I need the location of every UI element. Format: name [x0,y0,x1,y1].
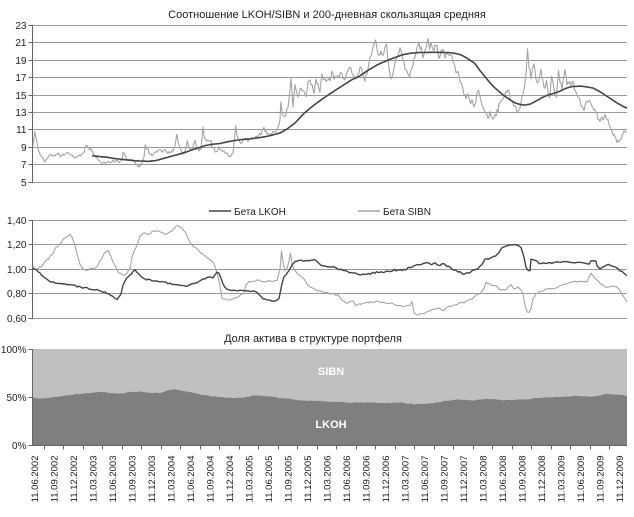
svg-text:100%: 100% [1,345,27,356]
svg-text:23: 23 [15,21,27,32]
svg-text:11.09.2009: 11.09.2009 [596,456,607,503]
svg-text:1,40: 1,40 [7,216,27,227]
svg-text:11.09.2004: 11.09.2004 [205,456,216,503]
svg-text:11.06.2006: 11.06.2006 [342,456,353,503]
svg-text:11.09.2005: 11.09.2005 [283,456,294,503]
svg-text:11.12.2004: 11.12.2004 [225,456,236,503]
svg-text:11.03.2005: 11.03.2005 [244,456,255,503]
svg-text:11.09.2006: 11.09.2006 [361,456,372,503]
svg-text:11.06.2009: 11.06.2009 [576,456,587,503]
svg-text:11.03.2003: 11.03.2003 [88,456,99,503]
svg-text:11.03.2006: 11.03.2006 [322,456,333,503]
svg-text:17: 17 [15,73,27,84]
svg-text:0,60: 0,60 [7,314,27,325]
svg-text:11.06.2004: 11.06.2004 [186,456,197,503]
svg-text:21: 21 [15,38,27,49]
svg-text:11.09.2002: 11.09.2002 [49,456,60,503]
svg-text:7: 7 [21,160,27,171]
svg-text:11.12.2002: 11.12.2002 [69,456,80,503]
svg-text:1,00: 1,00 [7,265,27,276]
svg-text:11.12.2007: 11.12.2007 [459,456,470,503]
svg-text:1,20: 1,20 [7,240,27,251]
svg-text:11.12.2009: 11.12.2009 [615,456,626,503]
svg-text:11.09.2003: 11.09.2003 [127,456,138,503]
svg-text:11.06.2002: 11.06.2002 [30,456,41,503]
svg-text:11.03.2004: 11.03.2004 [166,456,177,503]
svg-text:LKOH: LKOH [315,419,346,431]
svg-text:Соотношение LKOH/SIBN и 200-дн: Соотношение LKOH/SIBN и 200-дневная скол… [168,9,486,21]
svg-text:11.06.2005: 11.06.2005 [264,456,275,503]
svg-text:11.03.2007: 11.03.2007 [400,456,411,503]
svg-text:Доля актива в структуре портфе: Доля актива в структуре портфеля [224,333,402,345]
svg-text:5: 5 [21,178,27,189]
svg-text:11.06.2003: 11.06.2003 [108,456,119,503]
svg-text:Бета LKOH: Бета LKOH [234,207,286,218]
svg-text:0%: 0% [12,441,27,452]
svg-text:11.06.2007: 11.06.2007 [420,456,431,503]
svg-text:0,80: 0,80 [7,289,27,300]
svg-text:11.12.2006: 11.12.2006 [381,456,392,503]
svg-text:SIBN: SIBN [318,366,344,378]
svg-text:15: 15 [15,91,27,102]
svg-text:11.12.2003: 11.12.2003 [147,456,158,503]
svg-text:19: 19 [15,56,27,67]
svg-text:11.03.2009: 11.03.2009 [557,456,568,503]
svg-text:11: 11 [16,125,27,136]
svg-text:13: 13 [15,108,27,119]
svg-text:11.12.2008: 11.12.2008 [537,456,548,503]
svg-text:Бета SIBN: Бета SIBN [383,207,431,218]
svg-text:9: 9 [21,143,27,154]
svg-text:11.03.2008: 11.03.2008 [479,456,490,503]
svg-text:50%: 50% [6,393,26,404]
svg-text:11.06.2008: 11.06.2008 [498,456,509,503]
svg-text:11.09.2008: 11.09.2008 [518,456,529,503]
svg-text:11.09.2007: 11.09.2007 [439,456,450,503]
svg-text:11.12.2005: 11.12.2005 [303,456,314,503]
